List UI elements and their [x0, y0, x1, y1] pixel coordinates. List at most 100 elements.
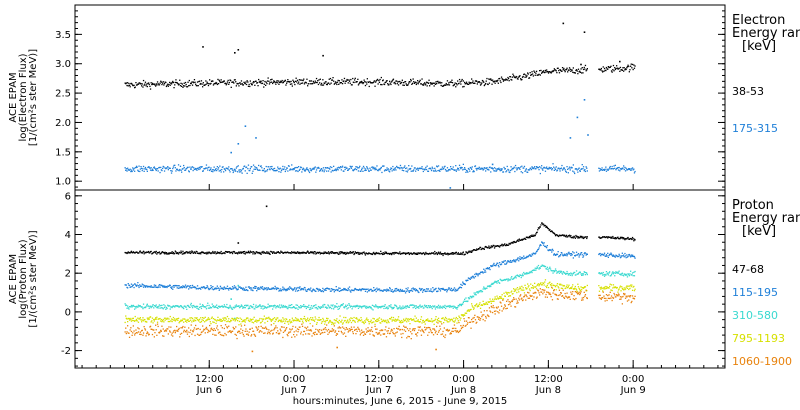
data-point — [630, 285, 632, 288]
data-point — [614, 287, 616, 289]
data-point — [401, 81, 403, 84]
data-point — [331, 323, 333, 325]
data-point — [525, 168, 527, 170]
data-point — [586, 273, 588, 276]
data-point — [252, 253, 254, 255]
data-point — [569, 68, 571, 70]
data-point — [387, 319, 389, 321]
data-point — [276, 169, 278, 172]
data-point — [372, 317, 374, 320]
data-point — [135, 318, 138, 321]
data-point — [134, 320, 136, 322]
data-point — [539, 226, 541, 228]
data-point — [425, 83, 427, 85]
data-point — [475, 304, 477, 306]
data-point — [622, 67, 624, 69]
data-point — [443, 318, 445, 320]
data-point — [573, 288, 575, 290]
data-point — [290, 80, 292, 83]
data-point — [525, 287, 527, 289]
data-point — [370, 253, 372, 255]
data-point — [339, 306, 341, 308]
data-point — [506, 244, 508, 246]
data-point — [516, 169, 518, 171]
data-point — [337, 289, 339, 291]
data-point — [538, 73, 540, 75]
data-point — [273, 170, 275, 172]
data-point — [157, 251, 159, 254]
data-point — [514, 289, 516, 291]
data-point — [495, 263, 498, 266]
data-point — [163, 252, 165, 254]
data-point — [417, 306, 419, 308]
data-point — [170, 82, 172, 84]
data-point — [626, 67, 628, 69]
data-point — [538, 285, 540, 287]
data-point — [608, 168, 610, 170]
data-point — [302, 305, 304, 307]
data-point — [487, 83, 489, 86]
data-point — [264, 252, 266, 254]
data-point — [416, 320, 418, 322]
data-point — [286, 306, 288, 308]
data-point — [415, 253, 417, 255]
data-point — [609, 275, 611, 277]
data-point — [347, 289, 349, 292]
data-point — [613, 165, 615, 167]
data-point — [127, 251, 129, 253]
data-point — [334, 305, 336, 307]
data-point — [401, 290, 403, 292]
data-point — [565, 286, 568, 288]
data-point — [322, 304, 324, 306]
data-point — [314, 251, 316, 253]
data-point — [633, 67, 636, 69]
data-point — [267, 166, 269, 168]
data-point — [600, 273, 602, 275]
data-point — [150, 328, 152, 330]
data-point — [464, 283, 466, 285]
data-point — [175, 330, 177, 332]
data-point — [408, 320, 410, 322]
data-point — [275, 319, 278, 321]
data-point — [378, 288, 381, 290]
data-point — [586, 284, 588, 287]
data-point — [390, 253, 393, 256]
data-point — [218, 170, 220, 172]
data-point — [507, 278, 510, 280]
data-point — [218, 305, 220, 307]
data-point — [226, 287, 228, 290]
data-point — [451, 168, 454, 170]
data-point — [211, 303, 213, 305]
data-point — [275, 287, 277, 289]
data-point — [234, 79, 236, 81]
data-point — [290, 252, 292, 255]
data-point — [511, 276, 513, 278]
data-point — [136, 166, 138, 168]
data-point — [371, 304, 374, 306]
data-point — [633, 290, 636, 292]
data-point — [305, 307, 307, 310]
data-point — [251, 251, 253, 253]
data-point — [486, 267, 489, 269]
data-point — [170, 252, 172, 254]
data-point — [165, 286, 168, 288]
data-point — [372, 309, 374, 311]
data-point — [180, 327, 182, 329]
data-point — [310, 83, 312, 85]
data-point — [199, 252, 201, 254]
data-point — [495, 298, 498, 300]
data-point — [361, 81, 363, 84]
data-point — [273, 317, 276, 319]
data-point — [230, 306, 232, 308]
data-point — [242, 84, 244, 86]
data-point — [546, 225, 548, 228]
data-point — [602, 287, 604, 289]
data-point — [345, 167, 347, 169]
data-point — [303, 304, 305, 306]
data-point — [310, 251, 312, 253]
data-point — [291, 304, 293, 306]
data-point — [231, 169, 234, 171]
data-point — [139, 168, 141, 170]
data-point — [315, 169, 318, 171]
data-point — [141, 329, 143, 331]
